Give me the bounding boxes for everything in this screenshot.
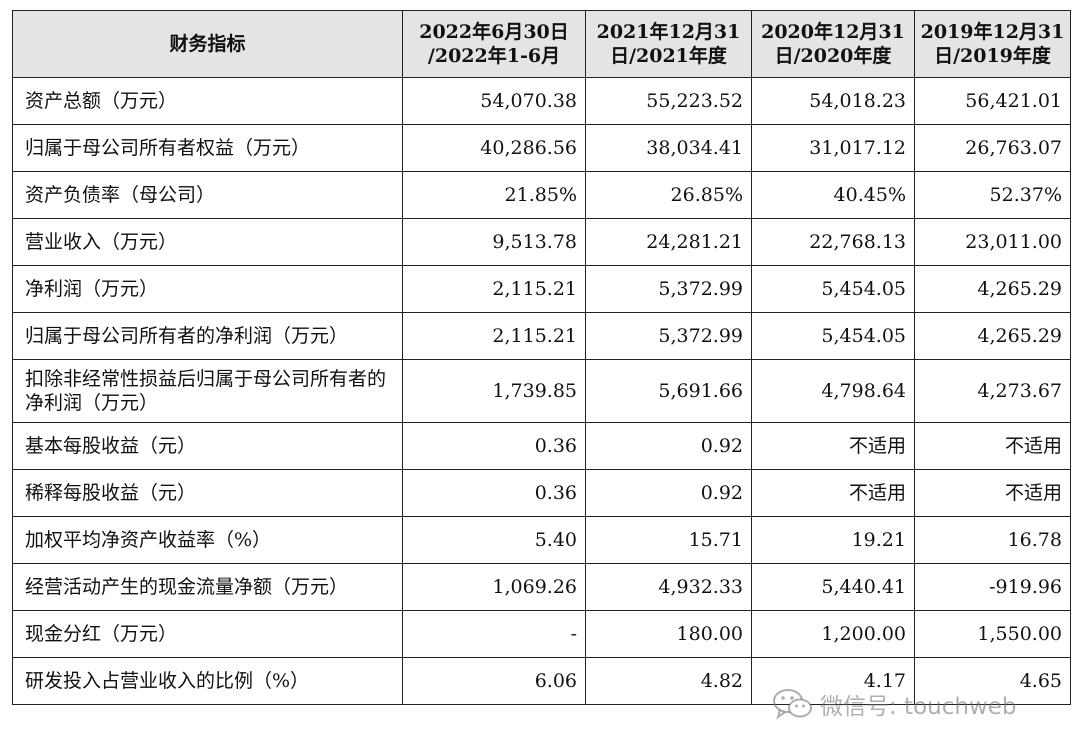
- table-row: 研发投入占营业收入的比例（%） 6.06 4.82 4.17 4.65: [12, 657, 1071, 705]
- value-cell: 1,069.26: [402, 563, 586, 611]
- row-label: 资产负债率（母公司）: [12, 171, 403, 219]
- value-cell: 55,223.52: [585, 77, 752, 125]
- value-cell: 4,265.29: [914, 265, 1071, 313]
- value-cell: 1,739.85: [402, 359, 586, 423]
- value-cell: 31,017.12: [751, 124, 915, 172]
- value-cell: 不适用: [751, 422, 915, 470]
- value-cell: 56,421.01: [914, 77, 1071, 125]
- value-cell: 0.92: [585, 469, 752, 517]
- header-cell-2021: 2021年12月31 日/2021年度: [585, 10, 752, 78]
- header-line: /2022年1-6月: [427, 45, 561, 67]
- value-cell: 5,440.41: [751, 563, 915, 611]
- table-row: 营业收入（万元） 9,513.78 24,281.21 22,768.13 23,011…: [12, 218, 1071, 266]
- value-cell: 19.21: [751, 516, 915, 564]
- header-line: 财务指标: [169, 33, 246, 55]
- value-cell: 40.45%: [751, 171, 915, 219]
- row-label: 稀释每股收益（元）: [12, 469, 403, 517]
- value-cell: 0.36: [402, 422, 586, 470]
- value-cell: 38,034.41: [585, 124, 752, 172]
- table-row: 资产总额（万元） 54,070.38 55,223.52 54,018.23 56,42…: [12, 77, 1071, 125]
- table-row: 现金分红（万元） -180.00 1,200.00 1,550.00: [12, 610, 1071, 658]
- header-line: 日/2021年度: [610, 45, 727, 67]
- value-cell: 22,768.13: [751, 218, 915, 266]
- value-cell: 5,691.66: [585, 359, 752, 423]
- value-cell: 54,070.38: [402, 77, 586, 125]
- value-cell: 2,115.21: [402, 265, 586, 313]
- row-label: 资产总额（万元）: [12, 77, 403, 125]
- header-line: 2020年12月31: [761, 21, 905, 43]
- value-cell: 26.85%: [585, 171, 752, 219]
- value-cell: -: [402, 610, 586, 658]
- value-cell: 4,798.64: [751, 359, 915, 423]
- value-cell: 6.06: [402, 657, 586, 705]
- value-cell: 23,011.00: [914, 218, 1071, 266]
- table-row: 资产负债率（母公司） 21.85% 26.85% 40.45% 52.37%: [12, 171, 1071, 219]
- value-cell: 26,763.07: [914, 124, 1071, 172]
- value-cell: 4.82: [585, 657, 752, 705]
- value-cell: 0.92: [585, 422, 752, 470]
- value-cell: 16.78: [914, 516, 1071, 564]
- table-row: 基本每股收益（元） 0.36 0.92 不适用 不适用: [12, 422, 1071, 470]
- table-row: 净利润（万元） 2,115.21 5,372.99 5,454.05 4,265.29: [12, 265, 1071, 313]
- table-row: 加权平均净资产收益率（%） 5.40 15.71 19.21 16.78: [12, 516, 1071, 564]
- header-cell-2022h1: 2022年6月30日/2022年1-6月: [402, 10, 586, 78]
- value-cell: 54,018.23: [751, 77, 915, 125]
- row-label: 基本每股收益（元）: [12, 422, 403, 470]
- row-label: 现金分红（万元）: [12, 610, 403, 658]
- value-cell: 1,200.00: [751, 610, 915, 658]
- value-cell: 4,273.67: [914, 359, 1071, 423]
- header-line: 2021年12月31: [596, 21, 741, 43]
- value-cell: 15.71: [585, 516, 752, 564]
- value-cell: 0.36: [402, 469, 586, 517]
- value-cell: 4.17: [751, 657, 915, 705]
- row-label: 归属于母公司所有者权益（万元）: [12, 124, 403, 172]
- value-cell: 21.85%: [402, 171, 586, 219]
- row-label: 经营活动产生的现金流量净额（万元）: [12, 563, 403, 611]
- row-label: 营业收入（万元）: [12, 218, 403, 266]
- value-cell: -919.96: [914, 563, 1071, 611]
- table-row: 稀释每股收益（元） 0.36 0.92 不适用 不适用: [12, 469, 1071, 517]
- value-cell: 4.65: [914, 657, 1071, 705]
- header-line: 日/2019年度: [934, 45, 1051, 67]
- value-cell: 5,454.05: [751, 265, 915, 313]
- value-cell: 180.00: [585, 610, 752, 658]
- row-label: 扣除非经常性损益后归属于母公司所有者的净利润（万元）: [12, 359, 403, 423]
- value-cell: 不适用: [751, 469, 915, 517]
- table-row: 归属于母公司所有者权益（万元） 40,286.56 38,034.41 31,017.…: [12, 124, 1071, 172]
- header-cell-2019: 2019年12月31 日/2019年度: [914, 10, 1071, 78]
- value-cell: 4,932.33: [585, 563, 752, 611]
- value-cell: 5.40: [402, 516, 586, 564]
- header-line: 2022年6月30日: [419, 21, 569, 43]
- row-label: 净利润（万元）: [12, 265, 403, 313]
- header-line: 2019年12月31: [920, 21, 1065, 43]
- value-cell: 不适用: [914, 469, 1071, 517]
- header-cell-2020: 2020年12月31 日/2020年度: [751, 10, 915, 78]
- value-cell: 24,281.21: [585, 218, 752, 266]
- header-cell-indicator: 财务指标: [12, 10, 403, 78]
- row-label: 研发投入占营业收入的比例（%）: [12, 657, 403, 705]
- value-cell: 40,286.56: [402, 124, 586, 172]
- table-header-row: 财务指标 2022年6月30日/2022年1-6月 2021年12月31 日/20…: [12, 10, 1071, 78]
- table-row: 经营活动产生的现金流量净额（万元） 1,069.26 4,932.33 5,440.4…: [12, 563, 1071, 611]
- value-cell: 5,454.05: [751, 312, 915, 360]
- value-cell: 2,115.21: [402, 312, 586, 360]
- value-cell: 5,372.99: [585, 265, 752, 313]
- value-cell: 不适用: [914, 422, 1071, 470]
- row-label: 归属于母公司所有者的净利润（万元）: [12, 312, 403, 360]
- header-line: 日/2020年度: [774, 45, 892, 67]
- value-cell: 9,513.78: [402, 218, 586, 266]
- table-row: 归属于母公司所有者的净利润（万元） 2,115.21 5,372.99 5,454.0…: [12, 312, 1071, 360]
- table-body: 资产总额（万元） 54,070.38 55,223.52 54,018.23 56,42…: [12, 77, 1071, 705]
- value-cell: 1,550.00: [914, 610, 1071, 658]
- row-label: 加权平均净资产收益率（%）: [12, 516, 403, 564]
- table-row: 扣除非经常性损益后归属于母公司所有者的净利润（万元） 1,739.85 5,691.…: [12, 359, 1071, 423]
- value-cell: 52.37%: [914, 171, 1071, 219]
- value-cell: 5,372.99: [585, 312, 752, 360]
- financial-indicators-table: 财务指标 2022年6月30日/2022年1-6月 2021年12月31 日/20…: [12, 10, 1071, 705]
- value-cell: 4,265.29: [914, 312, 1071, 360]
